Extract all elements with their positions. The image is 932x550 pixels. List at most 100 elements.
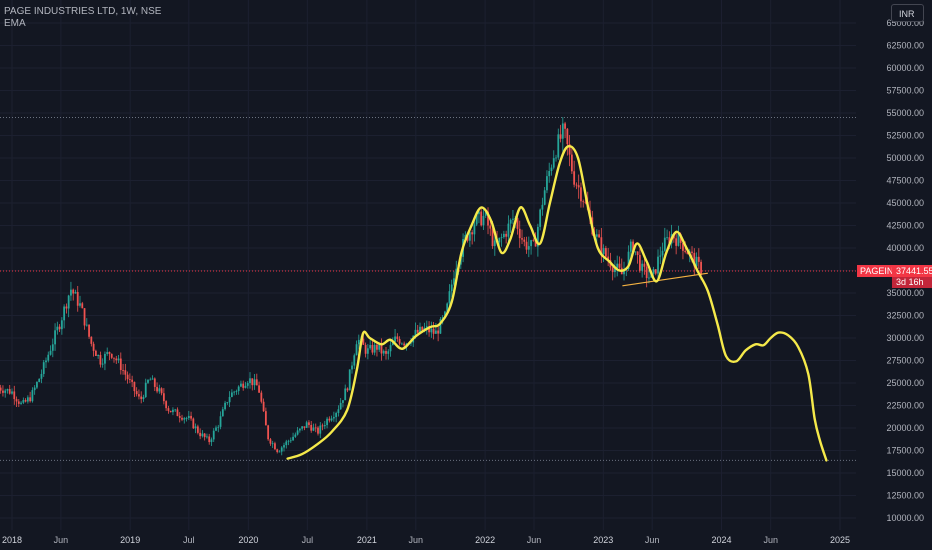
time-axis: 2018 Jun 2019 Jul 2020 Jul 2021 Jun 2022 Jun 2023 J… [2,535,850,545]
chart-legend: PAGE INDUSTRIES LTD, 1W, NSE EMA [4,6,161,30]
x-tick-label: 2023 [593,535,613,545]
candle-body [654,269,657,274]
candle-body [206,436,208,438]
y-tick-label: 45000.00 [886,198,924,208]
candle-body [595,234,598,237]
candle-body [314,427,317,429]
candle-body [489,225,492,229]
candle-body [292,436,294,441]
y-tick-label: 65000.00 [886,18,924,28]
candle-body [559,134,562,139]
candle-body [90,336,93,344]
candle-body [196,426,199,433]
candle-body [160,388,163,394]
candle-body [56,326,59,331]
candle-body [174,409,177,411]
candle-body [113,357,115,359]
candle-body [344,388,347,401]
candle-body [337,409,340,413]
y-tick-label: 32500.00 [886,311,924,321]
candle-body [135,391,138,395]
candle-body [509,219,512,224]
candle-body [83,308,86,326]
candle-body [675,238,678,246]
candle-body [267,425,270,440]
ema-line [286,144,828,462]
candle-body [398,338,401,344]
candle-body [13,391,16,400]
candle-body [217,426,220,428]
candle-body [6,389,9,391]
candle-body [328,418,331,421]
candle-body [684,250,687,252]
candle-body [269,439,272,444]
candle-body [645,266,648,279]
candle-body [176,409,179,417]
candle-body [192,418,195,429]
y-tick-label: 40000.00 [886,243,924,253]
candle-body [131,379,134,382]
candle-body [124,370,127,375]
candle-body [255,379,258,386]
candle-body [260,392,263,402]
candle-body [138,394,140,397]
candle-body [147,380,149,383]
candle-body [101,363,104,365]
candlestick-series [0,117,702,456]
candle-body [278,451,281,453]
candle-body [285,441,288,446]
candle-body [140,396,143,400]
candle-body [319,425,322,434]
candle-body [264,411,267,426]
candle-body [351,365,353,370]
candle-body [276,449,279,452]
candle-body [156,386,158,392]
y-tick-label: 47500.00 [886,176,924,186]
candle-body [203,433,206,438]
candle-body [92,343,95,351]
candle-body [342,400,344,403]
candle-body [47,354,50,361]
candle-body [17,401,20,404]
symbol-title[interactable]: PAGE INDUSTRIES LTD, 1W, NSE [4,6,162,17]
candle-body [682,242,684,251]
candle-body [115,358,118,361]
candle-body [500,237,503,238]
candle-body [618,263,621,268]
candle-body [348,369,351,391]
candle-body [237,386,240,392]
indicator-label[interactable]: EMA [4,18,26,29]
candle-body [387,351,390,354]
candle-body [321,425,324,427]
currency-button[interactable]: INR [891,4,924,22]
candle-body [659,255,662,257]
x-tick-label: 2019 [120,535,140,545]
candle-body [11,391,13,394]
candle-body [172,409,174,413]
candle-body [555,157,557,159]
candle-body [550,167,553,171]
candle-body [353,355,356,366]
candle-body [339,402,342,410]
candle-body [416,329,419,333]
candle-body [194,426,197,429]
candle-body [183,418,186,420]
candle-body [330,418,333,421]
candle-body [602,248,605,255]
candle-body [641,263,644,271]
candle-body [110,353,113,358]
candle-body [691,251,693,253]
candle-body [657,256,659,274]
candle-body [419,326,421,333]
candle-body [99,354,102,365]
candle-body [686,251,689,255]
candle-body [523,239,526,242]
candle-body [294,434,297,437]
x-tick-label: Jul [302,535,314,545]
y-tick-label: 62500.00 [886,41,924,51]
x-tick-label: 2025 [830,535,850,545]
candle-body [638,255,641,271]
candle-body [24,400,27,402]
candle-body [371,344,374,353]
